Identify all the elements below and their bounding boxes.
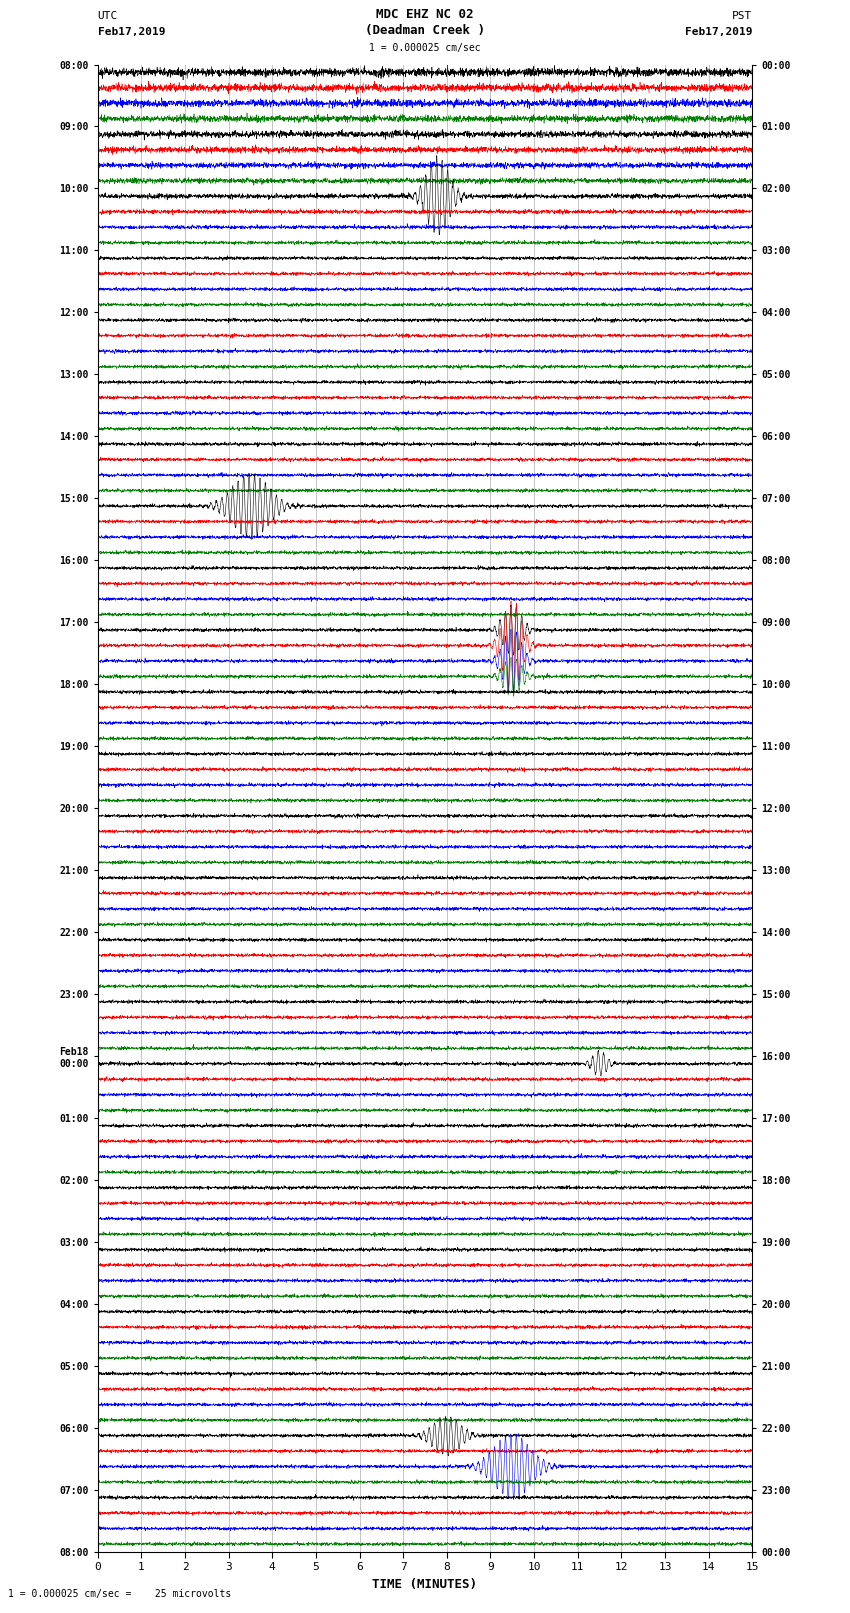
Text: 1 = 0.000025 cm/sec =    25 microvolts: 1 = 0.000025 cm/sec = 25 microvolts — [8, 1589, 232, 1598]
Text: PST: PST — [732, 11, 752, 21]
Text: MDC EHZ NC 02: MDC EHZ NC 02 — [377, 8, 473, 21]
Text: 1 = 0.000025 cm/sec: 1 = 0.000025 cm/sec — [369, 44, 481, 53]
Text: Feb17,2019: Feb17,2019 — [98, 27, 165, 37]
X-axis label: TIME (MINUTES): TIME (MINUTES) — [372, 1578, 478, 1590]
Text: (Deadman Creek ): (Deadman Creek ) — [365, 24, 485, 37]
Text: UTC: UTC — [98, 11, 118, 21]
Text: Feb17,2019: Feb17,2019 — [685, 27, 752, 37]
